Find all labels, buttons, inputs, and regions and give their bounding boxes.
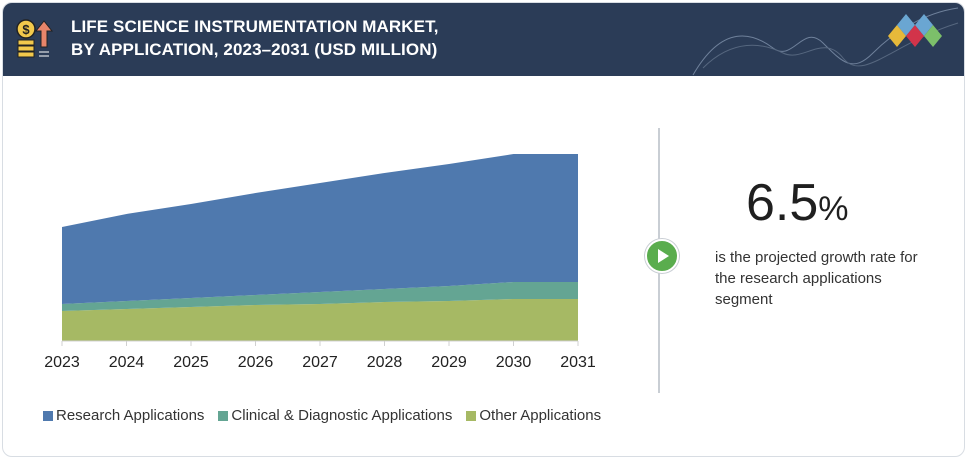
x-tick-label: 2028 bbox=[367, 354, 403, 371]
x-tick-label: 2029 bbox=[431, 354, 467, 371]
x-tick-label: 2030 bbox=[496, 354, 532, 371]
area-other-applications bbox=[62, 299, 578, 341]
x-tick-label: 2023 bbox=[44, 354, 80, 371]
chart-title: LIFE SCIENCE INSTRUMENTATION MARKET, BY … bbox=[71, 15, 439, 61]
stacked-area-chart: 2023 2024 2025 2026 2027 2028 2029 2030 2031 bbox=[44, 154, 596, 371]
growth-rate-unit: % bbox=[818, 190, 849, 228]
x-tick-label: 2027 bbox=[302, 354, 338, 371]
growth-rate-value: 6.5 bbox=[746, 174, 819, 232]
legend-label: Clinical & Diagnostic Applications bbox=[231, 407, 453, 424]
legend-swatch bbox=[218, 410, 229, 421]
title-line-1: LIFE SCIENCE INSTRUMENTATION MARKET, bbox=[71, 17, 439, 36]
play-arrow-icon bbox=[645, 239, 679, 273]
title-line-2: BY APPLICATION, 2023–2031 (USD MILLION) bbox=[71, 40, 438, 59]
coins-growth-icon: $ bbox=[16, 19, 54, 58]
legend-item-other: Other Applications bbox=[466, 407, 601, 424]
legend-item-clinical: Clinical & Diagnostic Applications bbox=[218, 407, 452, 424]
legend-swatch bbox=[43, 410, 53, 421]
legend-label: Research Applications bbox=[56, 407, 205, 424]
x-tick-label: 2031 bbox=[560, 354, 596, 371]
legend: Research Applications Clinical & Diagnos… bbox=[43, 407, 601, 424]
area-research-applications bbox=[62, 154, 578, 304]
decorative-wave-logo bbox=[692, 7, 959, 76]
growth-rate: 6.5% bbox=[746, 173, 849, 233]
svg-text:$: $ bbox=[22, 22, 30, 37]
legend-swatch bbox=[466, 410, 477, 421]
x-tick-label: 2024 bbox=[109, 354, 145, 371]
x-tick-label: 2026 bbox=[238, 354, 274, 371]
header: $ LIFE SCIENCE INSTRUMENTATION MARKET, B… bbox=[3, 3, 964, 76]
legend-label: Other Applications bbox=[479, 407, 602, 424]
area-clinical-diagnostic-applications bbox=[62, 282, 578, 311]
legend-item-research: Research Applications bbox=[43, 407, 204, 424]
growth-rate-description: is the projected growth rate for the res… bbox=[715, 249, 918, 308]
x-tick-label: 2025 bbox=[173, 354, 209, 371]
